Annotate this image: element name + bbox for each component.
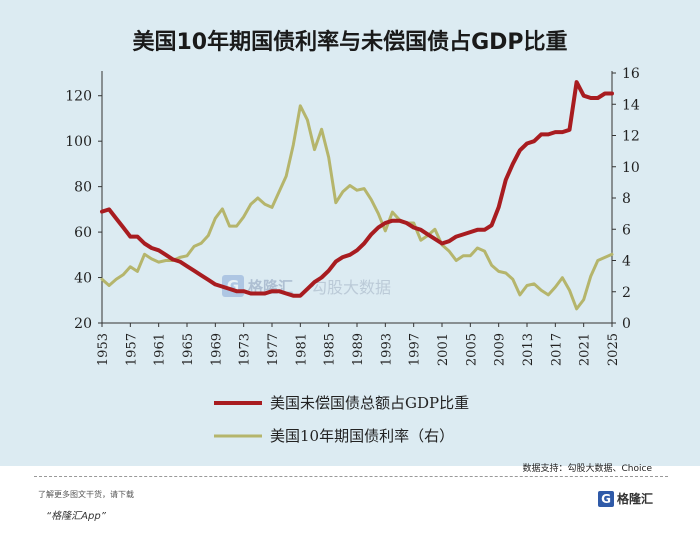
x-tick-label: 1989 [351,333,366,366]
series-line-10y-yield [100,104,614,311]
watermark: G 格隆汇 勾股大数据 [222,274,391,298]
y-right-tick-label: 16 [622,66,640,82]
x-tick-label: 1957 [124,333,139,366]
y-right-tick-label: 12 [622,129,640,145]
x-tick-label: 1977 [266,333,281,366]
series-line-debt-ratio [100,80,614,298]
x-tick-label: 1965 [181,333,196,366]
legend-label: 美国10年期国债利率（右） [270,427,454,445]
x-tick-label: 1997 [408,333,423,366]
chart-title: 美国10年期国债利率与未偿国债占GDP比重 [132,30,568,55]
y-left-tick-label: 20 [74,316,92,332]
legend-label: 美国未偿国债总额占GDP比重 [270,394,469,412]
x-tick-label: 2013 [521,333,536,366]
x-tick-label: 2009 [493,333,508,366]
x-tick-label: 2001 [436,333,451,366]
y-right-tick-label: 0 [622,316,631,332]
x-tick-label: 2005 [464,333,479,366]
brand-logo-icon: G [598,490,614,507]
x-tick-label: 1973 [238,333,253,366]
watermark-name-secondary: 勾股大数据 [311,278,392,297]
footer-download-text: 了解更多图文干货，请下载 [38,490,134,499]
x-tick-label: 1993 [379,333,394,366]
x-tick-label: 1953 [96,333,111,366]
x-tick-label: 1969 [209,333,224,366]
x-tick-label: 1961 [153,333,168,366]
y-left-tick-label: 120 [65,89,92,105]
axes: 20 40 60 80 100 120 0 2 4 6 8 10 12 14 16 1953 1957 1961 1… [65,66,640,366]
x-tick-label: 2025 [606,333,621,366]
y-right-tick-label: 6 [622,222,631,238]
y-right-tick-label: 2 [622,285,631,301]
y-left-tick-label: 80 [74,180,92,196]
brand-name: 格隆汇 [617,492,654,506]
x-tick-label: 2017 [549,333,564,366]
chart-panel [0,0,700,466]
y-left-tick-label: 40 [74,271,92,287]
y-left-tick-label: 60 [74,225,92,241]
y-right-tick-label: 10 [622,160,640,176]
data-source: 数据支持：勾股大数据、Choice [522,464,652,474]
footer-app-name: “格隆汇App” [46,511,106,522]
y-right-tick-label: 8 [622,191,631,207]
chart-svg: 20 40 60 80 100 120 0 2 4 6 8 10 12 14 16 1953 1957 1961 1… [65,66,640,445]
y-right-tick-label: 4 [622,254,631,270]
x-tick-label: 1985 [323,333,338,366]
y-left-tick-label: 100 [65,134,92,150]
series-layer [100,80,614,311]
y-right-tick-label: 14 [622,97,640,113]
divider [34,476,668,477]
x-tick-label: 1981 [294,333,309,366]
x-tick-label: 2021 [578,333,593,366]
brand-logo: G 格隆汇 [598,490,653,507]
